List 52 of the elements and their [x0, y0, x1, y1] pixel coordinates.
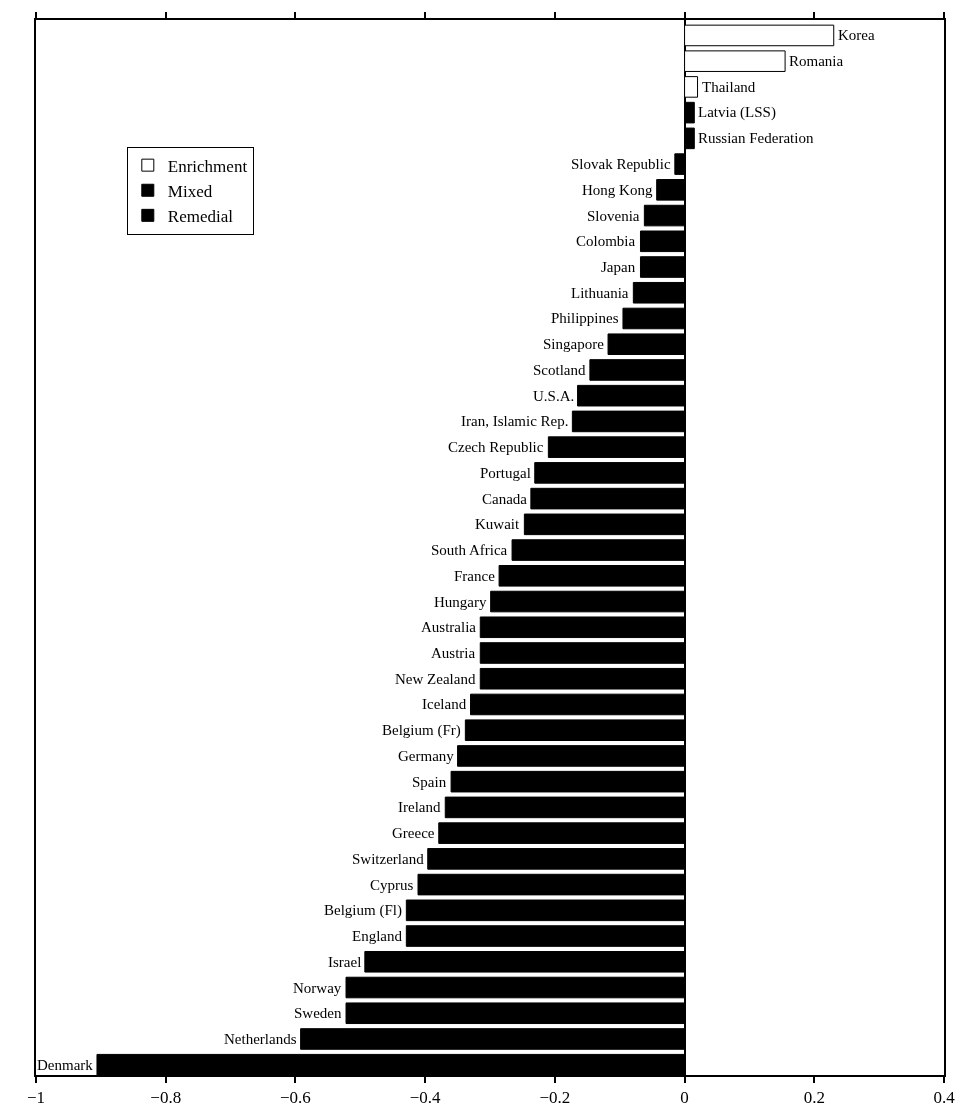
y-tick-label: Israel [328, 954, 362, 970]
y-tick-label: Thailand [702, 79, 756, 95]
y-tick-label: Romania [789, 53, 844, 69]
y-tick-label: Slovenia [587, 208, 640, 224]
x-tick-label: 0 [680, 1088, 689, 1108]
y-tick-label: Norway [293, 980, 342, 996]
y-tick-label: Hong Kong [582, 182, 653, 198]
x-tick-label: 0.2 [803, 1088, 825, 1108]
y-tick-label: England [352, 928, 403, 944]
y-tick-label: Portugal [480, 465, 531, 481]
y-tick-label: Germany [398, 748, 455, 764]
y-tick-label: Hungary [434, 594, 487, 610]
y-tick-label: Scotland [533, 362, 586, 378]
y-tick-label: Canada [482, 491, 528, 507]
y-tick-label: Belgium (Fr) [382, 722, 461, 739]
y-tick-label: Latvia (LSS) [698, 104, 776, 121]
legend-label: Mixed [167, 181, 213, 201]
y-tick-label: New Zealand [395, 671, 476, 687]
y-tick-label: Kuwait [475, 516, 520, 532]
y-tick-label: Singapore [543, 336, 605, 352]
y-tick-label: Austria [431, 645, 476, 661]
y-tick-label: Ireland [398, 799, 441, 815]
x-tick-label: −0.2 [539, 1088, 571, 1108]
y-tick-label: Iran, Islamic Rep. [461, 413, 569, 429]
y-tick-label: Russian Federation [698, 130, 814, 146]
y-tick-label: Switzerland [352, 851, 425, 867]
y-tick-label: Slovak Republic [571, 156, 671, 172]
y-tick-label: Czech Republic [448, 439, 544, 455]
y-tick-label: Spain [412, 774, 447, 790]
x-tick-label: −0.8 [150, 1088, 182, 1108]
y-tick-label: Philippines [551, 310, 619, 326]
x-tick-label: −0.6 [280, 1088, 311, 1108]
y-tick-label: Lithuania [571, 285, 629, 301]
y-tick-label: Korea [838, 27, 875, 43]
y-tick-label: Colombia [576, 233, 636, 249]
y-tick-label: Netherlands [224, 1031, 297, 1047]
y-tick-label: Japan [601, 259, 636, 275]
x-tick-label: −1 [26, 1088, 46, 1108]
y-tick-label: Denmark [37, 1057, 94, 1073]
x-tick-label: −0.4 [409, 1088, 442, 1108]
y-tick-label: Belgium (Fl) [324, 902, 402, 919]
y-tick-label: Australia [421, 619, 477, 635]
y-tick-label: France [454, 568, 496, 584]
legend-label: Remedial [167, 206, 234, 226]
y-tick-label: U.S.A. [533, 388, 575, 404]
y-tick-label: Greece [392, 825, 435, 841]
y-tick-label: Iceland [422, 696, 467, 712]
x-tick-label: 0.4 [933, 1088, 956, 1108]
y-tick-label: Sweden [294, 1005, 342, 1021]
y-tick-label: South Africa [431, 542, 508, 558]
y-tick-label: Cyprus [370, 877, 414, 893]
legend-label: Enrichment [167, 156, 248, 176]
